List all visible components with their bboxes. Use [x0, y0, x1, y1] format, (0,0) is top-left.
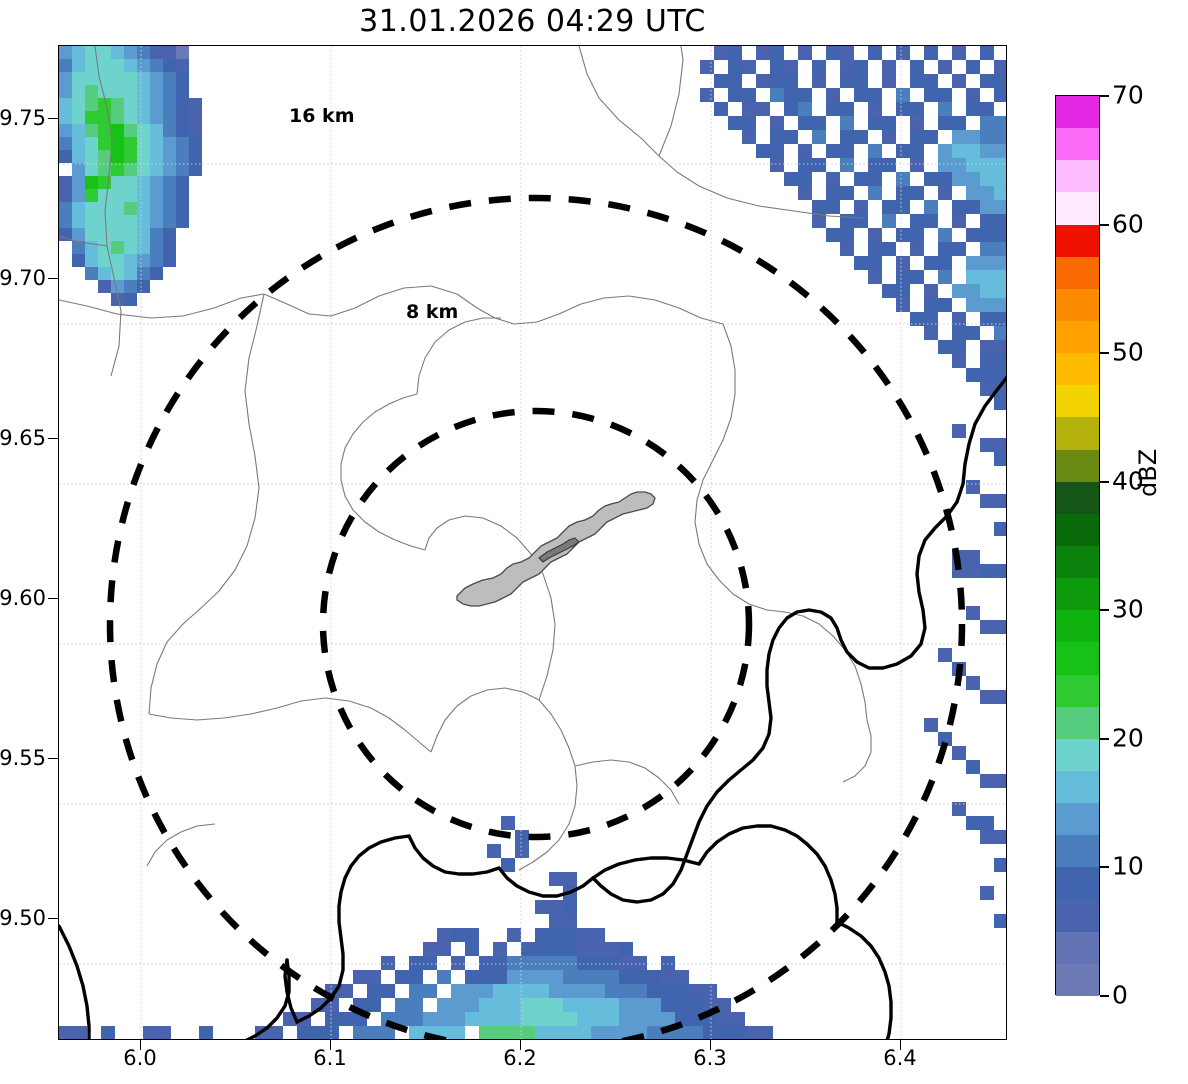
colorbar-band	[1056, 610, 1099, 643]
colorbar-band	[1056, 642, 1099, 675]
colorbar-band	[1056, 738, 1099, 771]
colorbar-band	[1056, 160, 1099, 193]
y-tick-label: 49.65	[0, 426, 46, 450]
colorbar-band	[1056, 417, 1099, 450]
radar-map	[59, 46, 1006, 1039]
colorbar-tick-label: 20	[1112, 723, 1144, 753]
echo-northeast	[700, 46, 1006, 410]
map-axes: 16 km 8 km	[58, 45, 1007, 1040]
x-tickmark	[330, 1040, 332, 1050]
colorbar-tick-label: 30	[1112, 594, 1144, 624]
admin-boundaries	[59, 46, 872, 871]
colorbar-band	[1056, 771, 1099, 804]
colorbar-band	[1056, 803, 1099, 836]
colorbar-band	[1056, 867, 1099, 900]
x-tickmark	[900, 1040, 902, 1050]
country-border	[59, 375, 1006, 1039]
radar-echo-raster	[59, 46, 1006, 1039]
colorbar-tick-label: 10	[1112, 851, 1144, 881]
x-tick-label: 6.0	[123, 1046, 157, 1070]
colorbar-band	[1056, 899, 1099, 932]
colorbar-band	[1056, 931, 1099, 964]
colorbar-band	[1056, 224, 1099, 257]
colorbar-tickmark	[1100, 866, 1109, 868]
colorbar-band	[1056, 192, 1099, 225]
echo-south	[59, 816, 773, 1039]
lake-polygon	[456, 491, 656, 607]
colorbar-band	[1056, 449, 1099, 482]
colorbar	[1055, 95, 1100, 996]
colorbar-tickmark	[1100, 738, 1109, 740]
colorbar-band	[1056, 578, 1099, 611]
colorbar-band	[1056, 546, 1099, 579]
x-tick-label: 6.4	[883, 1046, 917, 1070]
colorbar-band	[1056, 353, 1099, 386]
y-tick-label: 49.70	[0, 266, 46, 290]
colorbar-axis-label: dBZ	[1134, 448, 1162, 497]
colorbar-band	[1056, 128, 1099, 161]
colorbar-band	[1056, 288, 1099, 321]
colorbar-band	[1056, 385, 1099, 418]
colorbar-tickmark	[1100, 95, 1109, 97]
grid-lines	[59, 46, 1006, 1039]
x-tickmark	[520, 1040, 522, 1050]
echo-northwest	[59, 46, 202, 306]
y-tickmark	[48, 118, 58, 120]
colorbar-band	[1056, 513, 1099, 546]
colorbar-tickmark	[1100, 609, 1109, 611]
range-ring-label-8km: 8 km	[406, 301, 459, 323]
colorbar-tick-label: 0	[1112, 980, 1128, 1010]
range-ring-8km	[319, 407, 753, 841]
y-tickmark	[48, 438, 58, 440]
colorbar-band	[1056, 674, 1099, 707]
y-tick-label: 49.50	[0, 906, 46, 930]
x-tickmark	[140, 1040, 142, 1050]
colorbar-tick-label: 70	[1112, 80, 1144, 110]
y-tickmark	[48, 278, 58, 280]
colorbar-tickmark	[1100, 224, 1109, 226]
range-rings	[106, 194, 966, 1039]
y-tick-label: 49.75	[0, 106, 46, 130]
colorbar-band	[1056, 963, 1099, 996]
x-tick-label: 6.2	[503, 1046, 537, 1070]
echo-east-streaks	[924, 424, 1006, 928]
colorbar-tick-label: 60	[1112, 209, 1144, 239]
y-tickmark	[48, 598, 58, 600]
y-tick-label: 49.55	[0, 746, 46, 770]
colorbar-tickmark	[1100, 995, 1109, 997]
colorbar-tickmark	[1100, 481, 1109, 483]
colorbar-band	[1056, 256, 1099, 289]
range-ring-label-16km: 16 km	[289, 105, 355, 127]
x-tick-label: 6.3	[693, 1046, 727, 1070]
figure-title: 31.01.2026 04:29 UTC	[359, 4, 706, 39]
colorbar-tickmark	[1100, 352, 1109, 354]
y-tickmark	[48, 918, 58, 920]
colorbar-band	[1056, 96, 1099, 129]
colorbar-band	[1056, 321, 1099, 354]
colorbar-band	[1056, 706, 1099, 739]
colorbar-band	[1056, 481, 1099, 514]
colorbar-tick-label: 40	[1112, 466, 1144, 496]
y-tick-label: 49.60	[0, 586, 46, 610]
y-tickmark	[48, 758, 58, 760]
x-tickmark	[710, 1040, 712, 1050]
range-ring-16km	[106, 194, 966, 1039]
x-tick-label: 6.1	[313, 1046, 347, 1070]
colorbar-band	[1056, 835, 1099, 868]
colorbar-tick-label: 50	[1112, 337, 1144, 367]
